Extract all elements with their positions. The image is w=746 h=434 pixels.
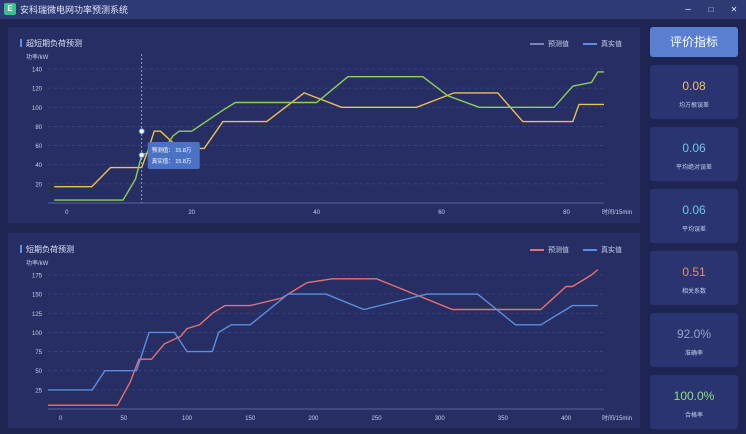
y-tick-label: 80 — [35, 125, 42, 131]
tooltip-point-actual — [138, 152, 145, 159]
x-tick-label: 20 — [188, 210, 195, 216]
legend-swatch-icon — [583, 43, 597, 45]
x-tick-label: 0 — [59, 416, 63, 422]
y-tick-label: 50 — [35, 369, 42, 375]
chart-legend: 预测值 真实值 — [518, 39, 622, 49]
y-axis-label: 功率/kW — [26, 259, 49, 267]
y-tick-label: 60 — [35, 144, 42, 150]
x-tick-label: 200 — [308, 416, 319, 422]
legend-swatch-icon — [583, 249, 597, 251]
metric-label: 平均绝对误差 — [675, 165, 712, 171]
x-tick-label: 40 — [313, 210, 320, 216]
x-tick-label: 100 — [182, 416, 193, 422]
y-tick-label: 100 — [32, 106, 43, 112]
chart-title: 超短期负荷预测 — [20, 38, 82, 49]
x-tick-label: 400 — [561, 416, 572, 422]
metric-card-mean-error: 0.06 平均误差 — [650, 189, 738, 243]
metric-card-correlation: 0.51 相关系数 — [650, 251, 738, 305]
chart-legend: 预测值 真实值 — [518, 245, 622, 255]
tooltip-predicted-text: 预测值： 15.8万 — [152, 146, 192, 154]
metric-label: 均方根误差 — [678, 103, 709, 109]
short-term-chart[interactable]: 25 50 75 100 125 150 175 0 50 100 150 200 250 300 350 4… — [8, 233, 640, 428]
metric-value: 0.51 — [682, 265, 706, 279]
x-tick-label: 60 — [438, 210, 445, 216]
legend-swatch-icon — [530, 249, 545, 251]
x-tick-label: 80 — [563, 210, 570, 216]
metric-label: 合格率 — [684, 413, 703, 419]
tooltip-box — [147, 142, 200, 169]
y-tick-label: 25 — [35, 388, 42, 394]
y-tick-label: 140 — [32, 68, 43, 74]
y-tick-label: 75 — [35, 350, 42, 356]
legend-item-predicted[interactable]: 预测值 — [548, 247, 570, 254]
x-tick-label: 50 — [120, 416, 127, 422]
metric-label: 准确率 — [684, 351, 703, 357]
legend-swatch-icon — [530, 43, 545, 45]
tooltip-point-predicted — [138, 128, 145, 135]
ultra-short-term-chart[interactable]: 20 40 60 80 100 120 140 0 20 40 60 80 功率/kW 时间/15min 预… — [8, 27, 640, 223]
series-line-predicted — [48, 269, 599, 406]
metric-label: 相关系数 — [681, 289, 706, 295]
close-button[interactable]: ✕ — [730, 5, 738, 14]
x-axis-label: 时间/15min — [602, 414, 632, 422]
x-axis-label: 时间/15min — [602, 208, 632, 216]
legend-item-predicted[interactable]: 预测值 — [548, 41, 570, 48]
chart-title: 短期负荷预测 — [20, 244, 74, 255]
metric-card-pass-rate: 100.0% 合格率 — [650, 375, 738, 429]
short-term-panel: 短期负荷预测 预测值 真实值 25 50 75 100 125 150 175 0 50 100 1… — [8, 233, 640, 428]
legend-item-actual[interactable]: 真实值 — [601, 41, 622, 48]
y-tick-label: 175 — [32, 274, 43, 280]
metric-value: 0.08 — [682, 79, 706, 93]
tooltip-actual-text: 真实值： 15.8万 — [152, 157, 192, 165]
y-tick-label: 125 — [32, 312, 43, 318]
x-tick-label: 0 — [65, 210, 69, 216]
ultra-short-term-panel: 超短期负荷预测 预测值 真实值 20 40 60 80 100 120 140 0 20 40 60… — [8, 27, 640, 223]
minimize-button[interactable]: – — [685, 4, 691, 15]
y-tick-label: 100 — [32, 331, 43, 337]
metric-value: 0.06 — [682, 203, 706, 217]
series-line-actual — [48, 293, 598, 391]
y-axis-label: 功率/kW — [26, 53, 49, 61]
metric-value: 92.0% — [676, 327, 712, 341]
series-line-actual — [54, 71, 604, 201]
x-tick-label: 250 — [372, 416, 383, 422]
legend-item-actual[interactable]: 真实值 — [601, 247, 622, 254]
y-tick-label: 20 — [35, 182, 42, 188]
window-title: 安科瑞微电网功率预测系统 — [20, 5, 129, 15]
x-tick-label: 300 — [435, 416, 446, 422]
x-tick-label: 150 — [245, 416, 256, 422]
metric-card-mae: 0.06 平均绝对误差 — [650, 127, 738, 181]
metric-card-rmse: 0.08 均方根误差 — [650, 65, 738, 119]
maximize-button[interactable]: □ — [708, 5, 714, 14]
y-tick-label: 150 — [32, 293, 43, 299]
title-bar: E 安科瑞微电网功率预测系统 – □ ✕ — [0, 0, 746, 19]
evaluation-metrics-button[interactable]: 评价指标 — [650, 27, 738, 57]
x-tick-label: 350 — [498, 416, 509, 422]
y-tick-label: 120 — [32, 87, 43, 93]
metric-label: 平均误差 — [681, 227, 706, 233]
app-logo-icon: E — [4, 3, 16, 15]
metric-card-accuracy: 92.0% 准确率 — [650, 313, 738, 367]
metric-value: 100.0% — [673, 389, 715, 403]
metric-value: 0.06 — [682, 141, 706, 155]
y-tick-label: 40 — [35, 163, 42, 169]
series-line-predicted — [54, 92, 604, 188]
